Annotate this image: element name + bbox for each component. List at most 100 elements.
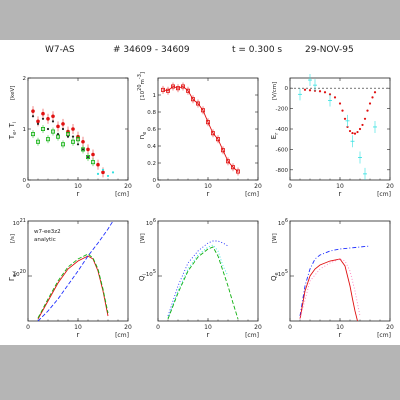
series-line-0 <box>162 85 239 172</box>
x-tick-label: 0 <box>26 183 30 190</box>
y-tick-label: -200 <box>276 107 289 113</box>
x-label: r <box>207 331 210 339</box>
y-tick-label: 0.2 <box>147 161 156 167</box>
y-unit: [1020m-3] <box>137 72 146 100</box>
data-point <box>371 96 374 99</box>
data-point <box>61 142 66 147</box>
data-point <box>81 147 86 152</box>
y-decade-top: 106 <box>146 218 156 227</box>
x-tick-label: 10 <box>336 183 344 190</box>
x-tick-label: 0 <box>288 183 292 190</box>
data-point <box>61 122 65 126</box>
data-point <box>160 87 165 92</box>
y-decade-mid: 1020 <box>13 269 26 278</box>
data-point <box>76 137 81 142</box>
data-point <box>230 165 235 170</box>
data-point <box>195 101 200 106</box>
series-line-0 <box>299 245 371 317</box>
data-point <box>106 174 110 178</box>
data-point <box>180 84 185 89</box>
data-point <box>303 88 307 91</box>
y-unit: [keV] <box>10 86 16 100</box>
data-point <box>356 130 359 134</box>
data-point <box>338 102 342 105</box>
data-point <box>215 137 220 142</box>
data-point <box>235 169 240 174</box>
data-point <box>366 109 369 112</box>
data-point <box>86 155 90 159</box>
x-tick-label: 20 <box>386 183 394 190</box>
data-point <box>56 124 60 129</box>
y-label: Er <box>270 132 280 139</box>
y-label: Γe,i <box>8 271 18 281</box>
data-point <box>36 119 40 124</box>
data-point <box>353 132 357 135</box>
data-point <box>86 155 91 160</box>
y-decade-mid: 105 <box>278 269 288 278</box>
y-decade-top: 1021 <box>13 218 26 227</box>
header-date: 29-NOV-95 <box>305 45 354 55</box>
data-point <box>81 148 85 151</box>
data-point <box>328 93 332 96</box>
data-point <box>46 117 50 121</box>
y-decade-top: 106 <box>278 218 288 227</box>
data-point <box>101 170 105 175</box>
data-point <box>361 123 364 127</box>
y-tick-label: 0.6 <box>147 127 156 133</box>
data-point <box>71 127 75 131</box>
series-line-1 <box>299 258 358 322</box>
y-label: Qe <box>270 272 280 281</box>
data-point <box>351 131 354 135</box>
data-point <box>333 96 337 99</box>
data-point <box>101 168 105 171</box>
data-point <box>348 129 352 133</box>
data-point <box>175 86 180 91</box>
y-unit: [W] <box>272 233 278 243</box>
header-device: W7-AS <box>45 45 75 55</box>
header-time: t = 0.300 s <box>232 45 282 55</box>
y-decade-mid: 105 <box>146 269 156 278</box>
data-point <box>41 117 45 120</box>
y-unit: [W] <box>140 233 146 243</box>
data-point <box>51 129 56 134</box>
data-point <box>91 160 96 165</box>
panel-frame <box>289 220 391 322</box>
data-point <box>343 117 347 120</box>
y-tick-label: 2 <box>23 76 27 82</box>
x-tick-label: 20 <box>124 324 132 331</box>
data-point <box>373 91 377 94</box>
x-tick-label: 20 <box>124 183 132 190</box>
panel-qe: 0 10 20 106 105 r [cm] Qe [W] <box>270 218 394 339</box>
data-point <box>368 102 372 105</box>
data-point <box>358 127 362 131</box>
y-tick-label: 0 <box>153 178 157 184</box>
data-point <box>71 139 76 144</box>
data-point <box>31 115 35 118</box>
data-point <box>46 127 50 131</box>
data-point <box>323 91 327 94</box>
data-point <box>96 162 100 167</box>
x-unit: [cm] <box>115 191 129 198</box>
data-point <box>71 135 75 138</box>
x-unit: [cm] <box>245 332 259 339</box>
x-tick-label: 20 <box>386 324 394 331</box>
data-point <box>51 120 55 123</box>
x-label: r <box>339 331 342 339</box>
data-point <box>363 117 367 120</box>
panel-density: 0 10 20 0 0.2 0.4 0.6 0.8 1 r [cm] ne [1020m-3] <box>137 72 262 198</box>
series-line-1 <box>37 253 109 319</box>
data-point <box>200 108 205 113</box>
x-tick-label: 20 <box>254 324 262 331</box>
x-unit: [cm] <box>245 191 259 198</box>
x-tick-label: 0 <box>156 324 160 331</box>
x-tick-label: 20 <box>254 183 262 190</box>
panel-qi: 0 10 20 106 105 r [cm] Qi [W] <box>138 218 262 339</box>
data-point <box>81 139 85 144</box>
data-point <box>46 137 51 142</box>
x-tick-label: 10 <box>204 183 212 190</box>
series-line-2 <box>37 220 114 322</box>
figure-canvas: W7-AS # 34609 - 34609 t = 0.300 s 29-NOV… <box>8 45 394 339</box>
x-tick-label: 10 <box>336 324 344 331</box>
y-tick-label: 1 <box>153 93 157 99</box>
